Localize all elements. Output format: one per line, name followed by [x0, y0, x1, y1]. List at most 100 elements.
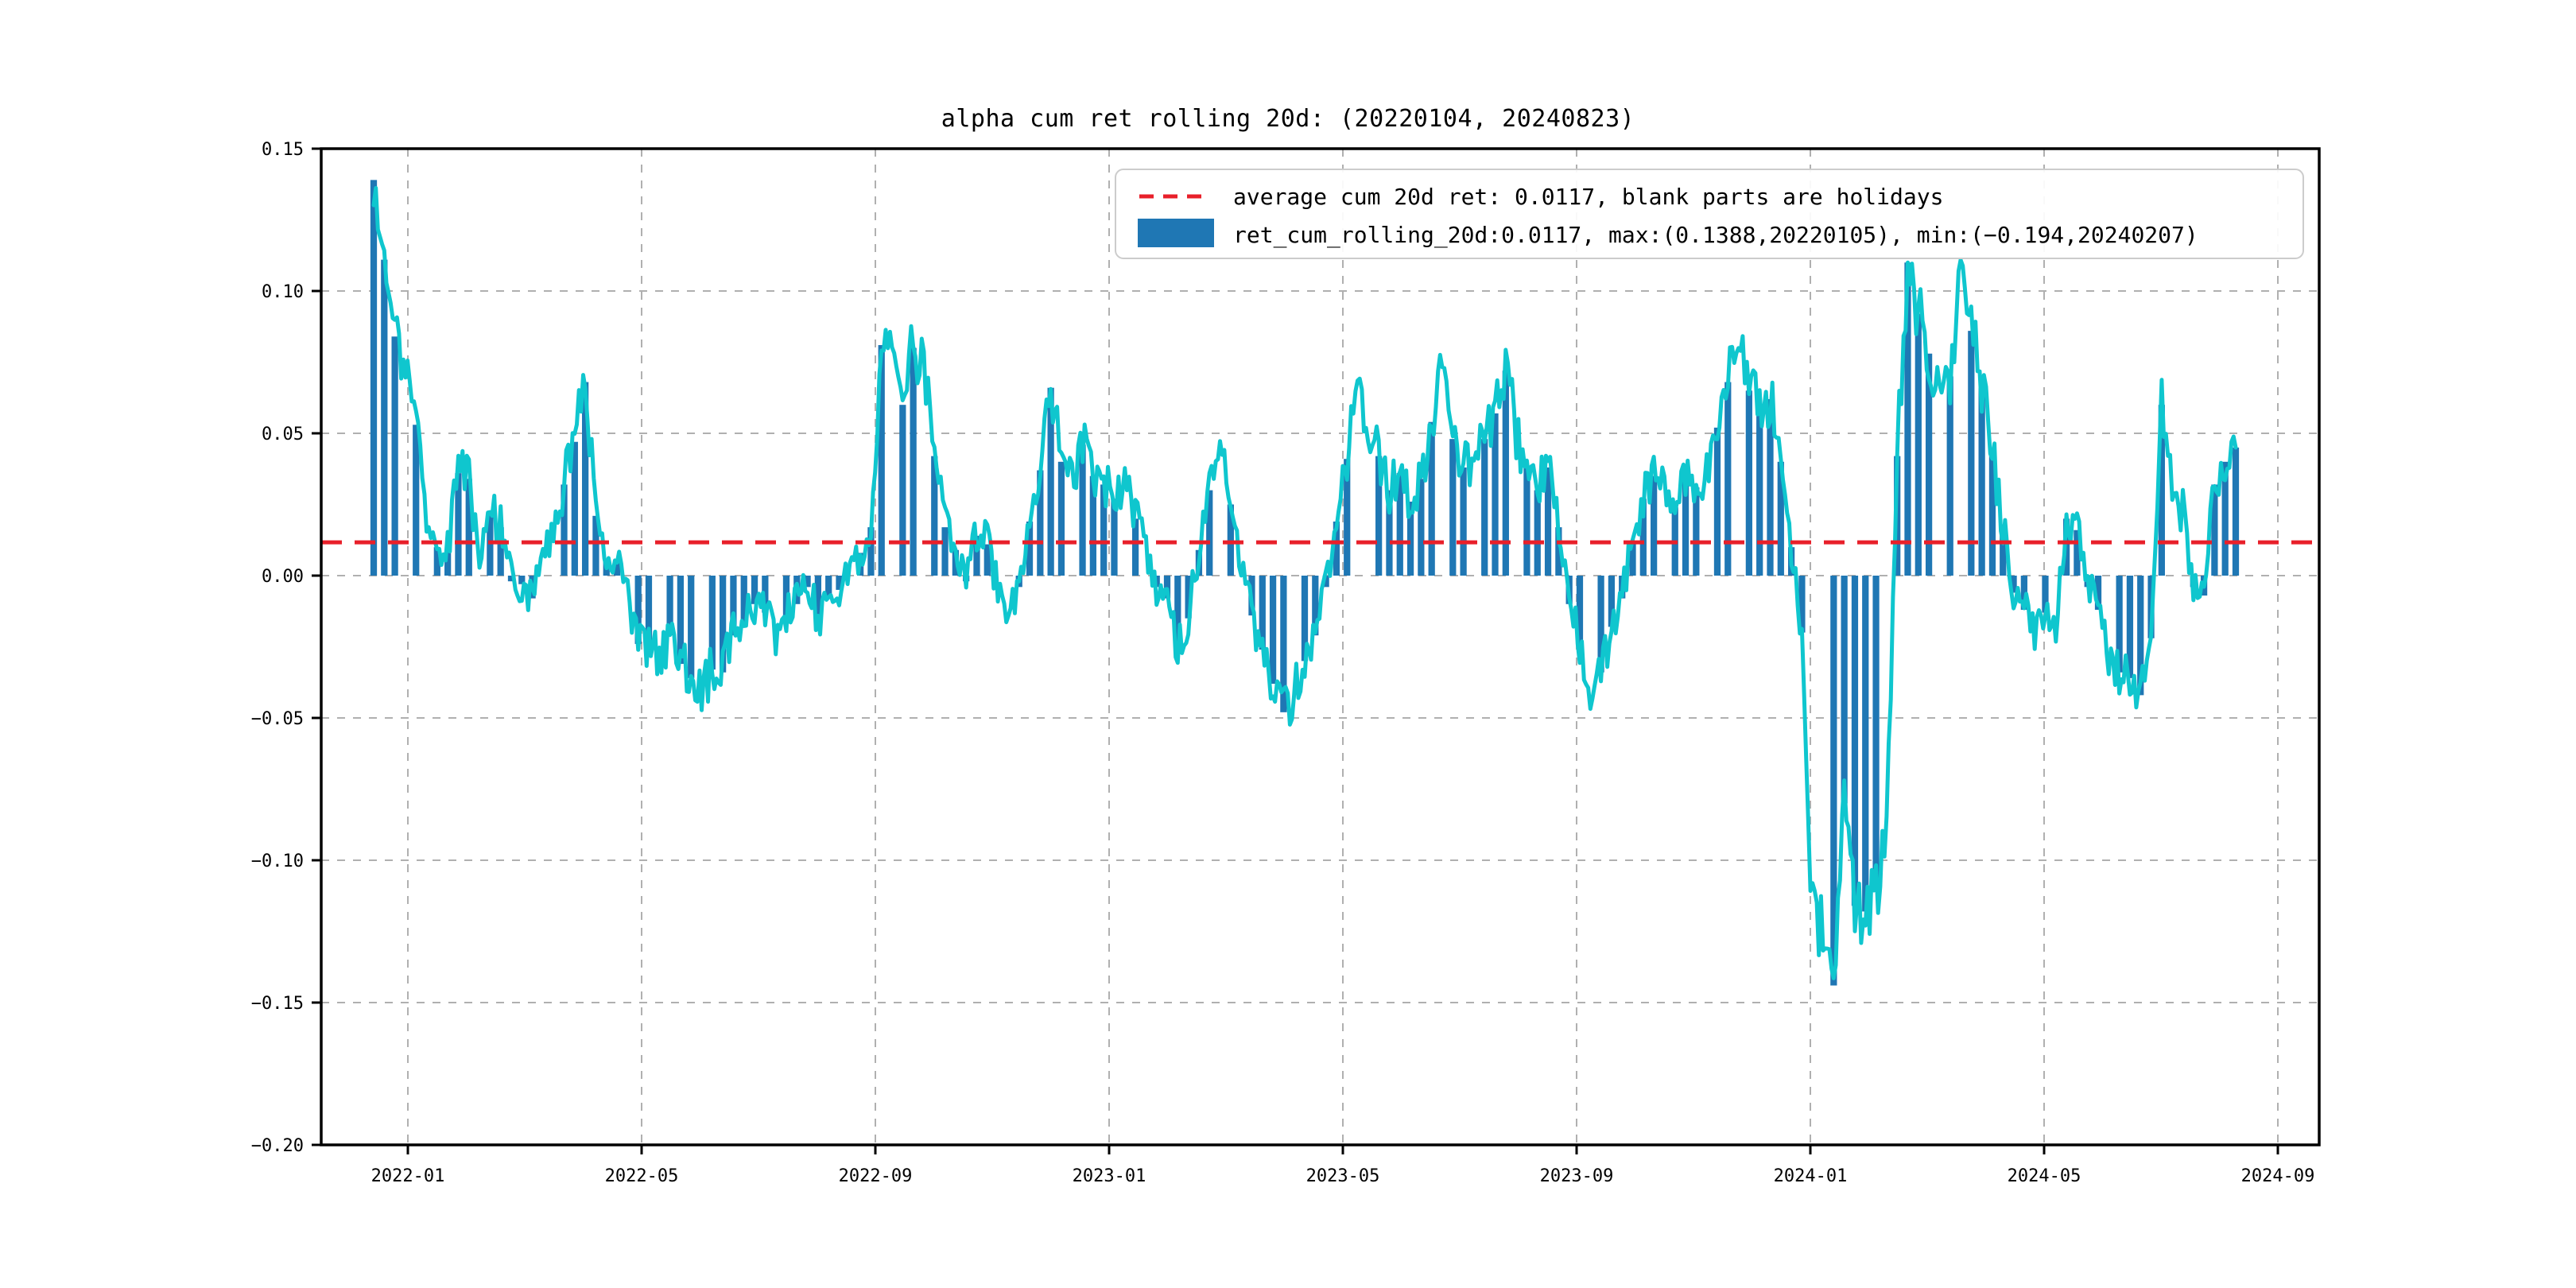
bar [910, 347, 917, 576]
bar [1693, 487, 1700, 576]
bar [1904, 262, 1911, 576]
legend-label-ret-cum-rolling: ret_cum_rolling_20d:0.0117, max:(0.1388,… [1233, 222, 2198, 249]
bar [433, 547, 440, 576]
bar [941, 527, 949, 576]
bar [465, 479, 472, 576]
bar [1406, 501, 1414, 576]
bar [497, 527, 504, 576]
bar [592, 515, 599, 576]
x-tick-label: 2024-05 [2008, 1166, 2081, 1186]
legend-box [1115, 169, 2304, 259]
bar [1460, 467, 1467, 576]
bar [1841, 576, 1848, 804]
bar [1523, 467, 1530, 576]
bar [2042, 576, 2049, 613]
bar [2074, 530, 2081, 576]
bar [518, 576, 526, 584]
grid-lines [321, 148, 2319, 1146]
y-tick-label: 0.15 [262, 140, 304, 160]
bar [1777, 461, 1784, 576]
bar [1756, 405, 1763, 576]
y-tick-label: −0.05 [251, 709, 304, 729]
bar-series [370, 180, 2240, 986]
x-axis-ticks: 2022-01 2022-05 2022-09 2023-01 2023-05 2023-… [371, 1145, 2314, 1186]
bar [1100, 484, 1108, 576]
bar [444, 549, 452, 576]
bar [1968, 331, 1975, 576]
bar [1862, 576, 1869, 912]
bar [762, 576, 769, 613]
bar [1322, 576, 1329, 588]
bar [1174, 576, 1181, 653]
bar [1724, 382, 1732, 576]
bar [1502, 370, 1509, 576]
bar [1978, 387, 1985, 576]
x-tick-label: 2023-01 [1073, 1166, 1146, 1186]
bar [1418, 479, 1425, 576]
bar [708, 576, 716, 670]
bar [1206, 490, 1213, 576]
bar [719, 576, 727, 673]
x-tick-label: 2022-01 [371, 1166, 445, 1186]
bar [1269, 576, 1277, 685]
bar [899, 405, 906, 576]
bar [413, 425, 420, 576]
bar [1280, 576, 1287, 712]
x-tick-label: 2023-09 [1540, 1166, 1614, 1186]
bar [1555, 527, 1562, 576]
bar [1185, 576, 1192, 619]
legend-label-average: average cum 20d ret: 0.0117, blank parts… [1233, 184, 1943, 210]
bar [1639, 499, 1647, 576]
bar [1333, 521, 1340, 576]
bar [825, 576, 832, 599]
bar [1079, 444, 1086, 576]
bar [2000, 524, 2007, 576]
y-tick-label: −0.20 [251, 1136, 304, 1156]
bar [1131, 518, 1139, 576]
bar [1576, 576, 1584, 644]
bar [1227, 504, 1234, 576]
bar [2116, 576, 2123, 673]
bar [2211, 484, 2218, 576]
bar [1057, 461, 1065, 576]
bar [1386, 490, 1393, 576]
bar [1851, 576, 1859, 906]
chart-title: alpha cum ret rolling 20d: (20220104, 20… [941, 105, 1635, 133]
bar [730, 576, 737, 636]
bar [1925, 353, 1933, 576]
bar [634, 576, 642, 644]
bar [1037, 470, 1044, 576]
bar [1629, 541, 1636, 576]
bar [381, 259, 388, 576]
bar [2232, 447, 2240, 576]
bar [1481, 439, 1488, 576]
legend-bar-swatch [1138, 219, 1214, 247]
bar [2094, 576, 2102, 610]
y-tick-label: −0.15 [251, 994, 304, 1014]
bar [2137, 576, 2144, 696]
bar [867, 527, 875, 576]
bar [1428, 421, 1435, 576]
bar [983, 544, 991, 576]
bar [1767, 399, 1774, 576]
x-tick-label: 2022-05 [605, 1166, 679, 1186]
bar [2020, 576, 2027, 610]
bar [1026, 521, 1034, 576]
bar [1713, 427, 1721, 576]
bar [571, 441, 578, 576]
bar [666, 576, 673, 636]
bar [1988, 453, 1996, 576]
y-tick-label: 0.00 [262, 567, 304, 587]
chart-legend[interactable]: average cum 20d ret: 0.0117, blank parts… [1115, 169, 2304, 259]
bar [973, 535, 980, 576]
x-tick-label: 2022-09 [839, 1166, 913, 1186]
bar [455, 473, 462, 576]
bar [1375, 456, 1383, 576]
bar [1830, 576, 1837, 986]
bar [507, 576, 515, 582]
bar [1608, 576, 1616, 627]
bar [1544, 467, 1552, 576]
bar [836, 576, 843, 590]
